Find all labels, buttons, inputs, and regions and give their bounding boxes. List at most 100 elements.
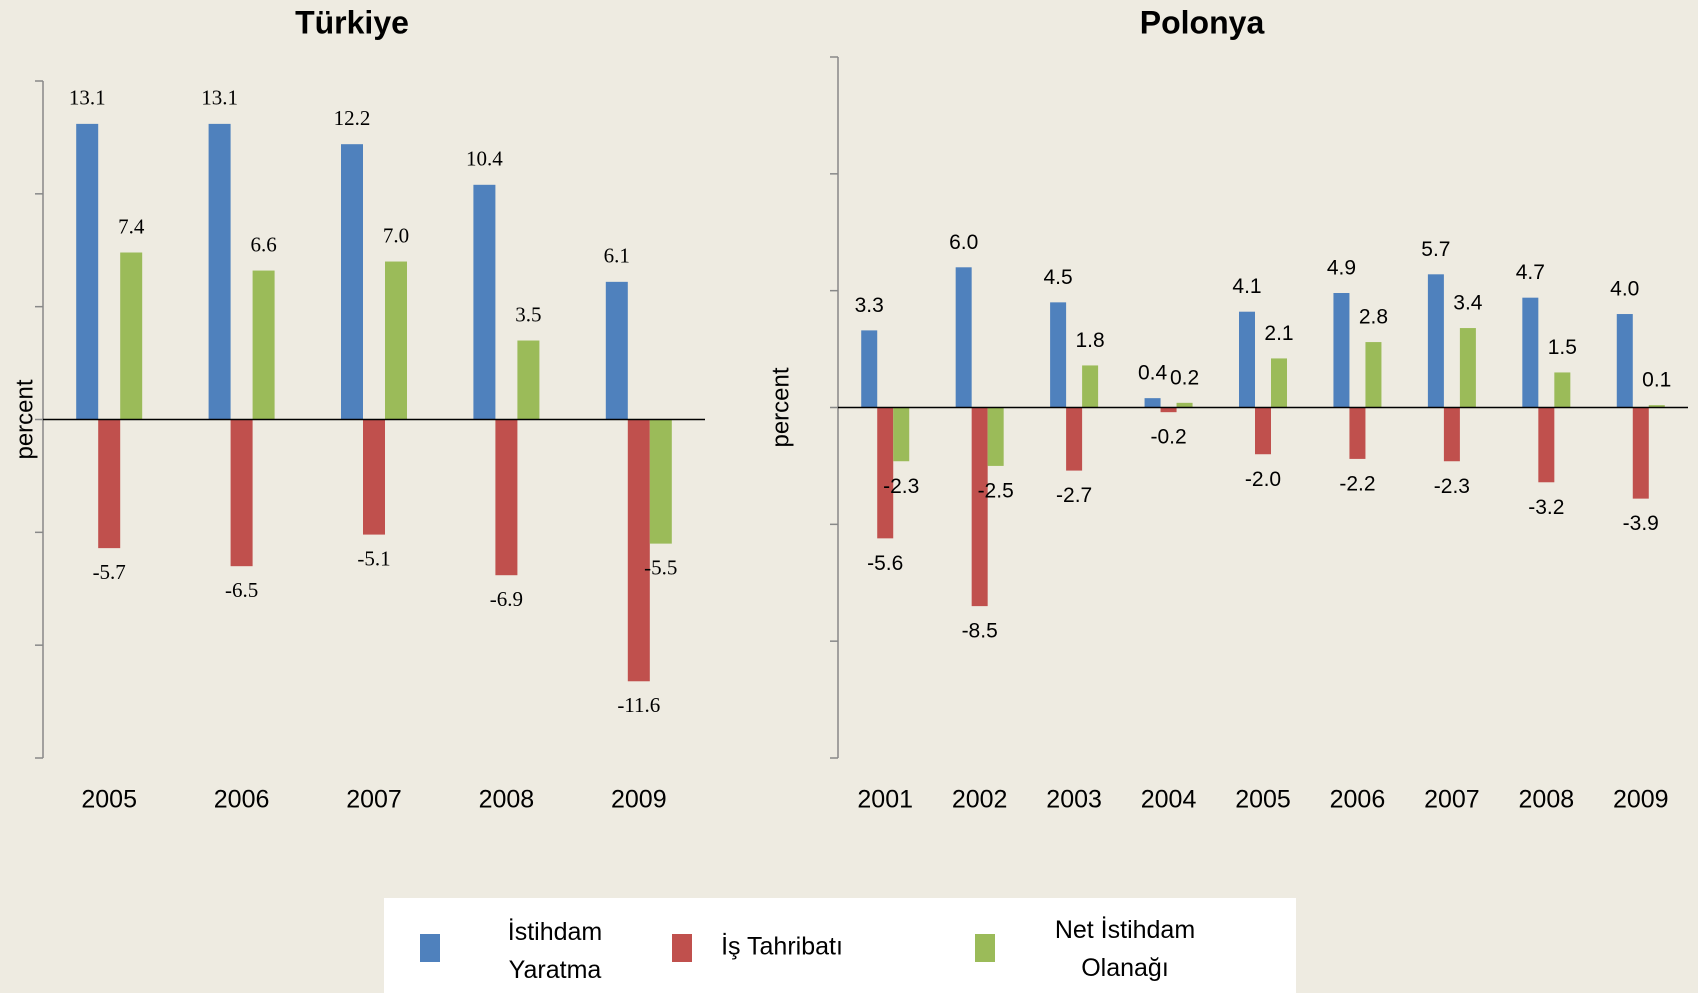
bar [1459, 328, 1476, 408]
data-label: 7.4 [118, 214, 145, 238]
bar [252, 270, 275, 420]
data-label: 0.4 [1138, 362, 1168, 385]
bar [1443, 407, 1460, 462]
x-tick-label: 2002 [952, 786, 1008, 814]
x-tick-label: 2001 [857, 786, 913, 814]
legend-label: Net İstihdam Olanağı [1055, 915, 1195, 982]
data-label: 10.4 [466, 147, 503, 171]
bar [473, 184, 496, 420]
bar [230, 419, 253, 567]
data-label: 5.7 [1421, 238, 1450, 261]
bar [1538, 407, 1555, 483]
data-label: -5.5 [644, 555, 677, 579]
x-tick-label: 2006 [214, 786, 270, 814]
bar [955, 267, 972, 408]
x-tick-label: 2004 [1141, 786, 1197, 814]
bar [861, 330, 878, 408]
bar [605, 281, 628, 420]
data-label: -2.7 [1056, 484, 1092, 507]
x-tick-label: 2003 [1046, 786, 1102, 814]
data-label: -2.3 [1434, 475, 1470, 498]
bar [987, 407, 1004, 466]
bar [1239, 311, 1255, 408]
data-label: 4.5 [1044, 266, 1073, 289]
x-tick-label: 2008 [1519, 786, 1575, 814]
x-tick-label: 2007 [346, 786, 402, 814]
data-label: -3.2 [1528, 496, 1564, 519]
x-tick-label: 2006 [1330, 786, 1386, 814]
data-label: -5.7 [93, 560, 126, 584]
data-label: -5.1 [357, 546, 390, 570]
data-label: -3.9 [1623, 512, 1659, 535]
data-label: 13.1 [69, 86, 106, 110]
bar [971, 407, 988, 607]
bar [98, 419, 121, 549]
chart-title: Polonya [1140, 4, 1265, 40]
legend-label: İstihdam Yaratma [508, 917, 602, 984]
data-label: 3.4 [1453, 292, 1483, 315]
data-label: -2.5 [978, 479, 1014, 502]
bar [1616, 314, 1633, 408]
data-label: 6.0 [949, 231, 978, 254]
data-label: 1.5 [1548, 336, 1577, 359]
bar [893, 407, 910, 462]
data-label: 4.7 [1516, 261, 1545, 284]
x-tick-label: 2005 [1235, 786, 1291, 814]
data-label: 3.3 [855, 294, 884, 317]
data-label: 4.0 [1610, 278, 1639, 301]
data-label: 0.2 [1170, 366, 1199, 389]
bar [76, 123, 99, 420]
bar [1427, 274, 1444, 408]
bar [385, 261, 407, 420]
bar [1082, 365, 1099, 408]
data-label: 13.1 [201, 86, 238, 110]
legend-swatch [975, 934, 995, 962]
data-label: 7.0 [383, 223, 409, 247]
x-tick-label: 2008 [479, 786, 535, 814]
bar [877, 407, 894, 539]
legend-swatch [672, 934, 692, 962]
data-label: -8.5 [962, 620, 998, 643]
bar [1365, 342, 1382, 408]
legend-swatch [420, 934, 440, 962]
data-label: -11.6 [617, 693, 660, 717]
bar [363, 419, 385, 535]
data-label: 4.9 [1327, 257, 1356, 280]
bar [627, 419, 650, 682]
data-label: -5.6 [867, 552, 903, 575]
data-label: -2.0 [1245, 468, 1281, 491]
bar [1255, 407, 1271, 455]
bar [208, 123, 231, 420]
legend-label: İş Tahribatı [721, 932, 843, 961]
data-label: 4.1 [1232, 275, 1261, 298]
bar [1522, 297, 1539, 408]
bar [1271, 358, 1287, 408]
data-label: 2.8 [1359, 306, 1388, 329]
bar [1333, 293, 1350, 408]
x-tick-label: 2009 [1613, 786, 1669, 814]
bar [1632, 407, 1649, 499]
x-tick-label: 2009 [611, 786, 667, 814]
data-label: -6.9 [490, 587, 523, 611]
data-label: 0.1 [1642, 369, 1671, 392]
bar [517, 340, 540, 420]
bar [649, 419, 672, 544]
data-label: 3.5 [515, 302, 541, 326]
data-label: 6.6 [250, 232, 276, 256]
data-label: 2.1 [1264, 322, 1293, 345]
data-label: -2.3 [883, 475, 919, 498]
legend-box [384, 898, 1296, 993]
data-label: -2.2 [1339, 472, 1375, 495]
bar [495, 419, 518, 576]
bar [1050, 302, 1067, 408]
data-label: -6.5 [225, 578, 258, 602]
bar [1349, 407, 1366, 459]
y-axis-label: percent [767, 367, 794, 447]
bar [341, 144, 363, 420]
data-label: 12.2 [334, 106, 371, 130]
bar [1066, 407, 1083, 471]
y-axis-label: percent [11, 379, 38, 459]
data-label: -0.2 [1150, 426, 1186, 449]
x-tick-label: 2005 [81, 786, 137, 814]
